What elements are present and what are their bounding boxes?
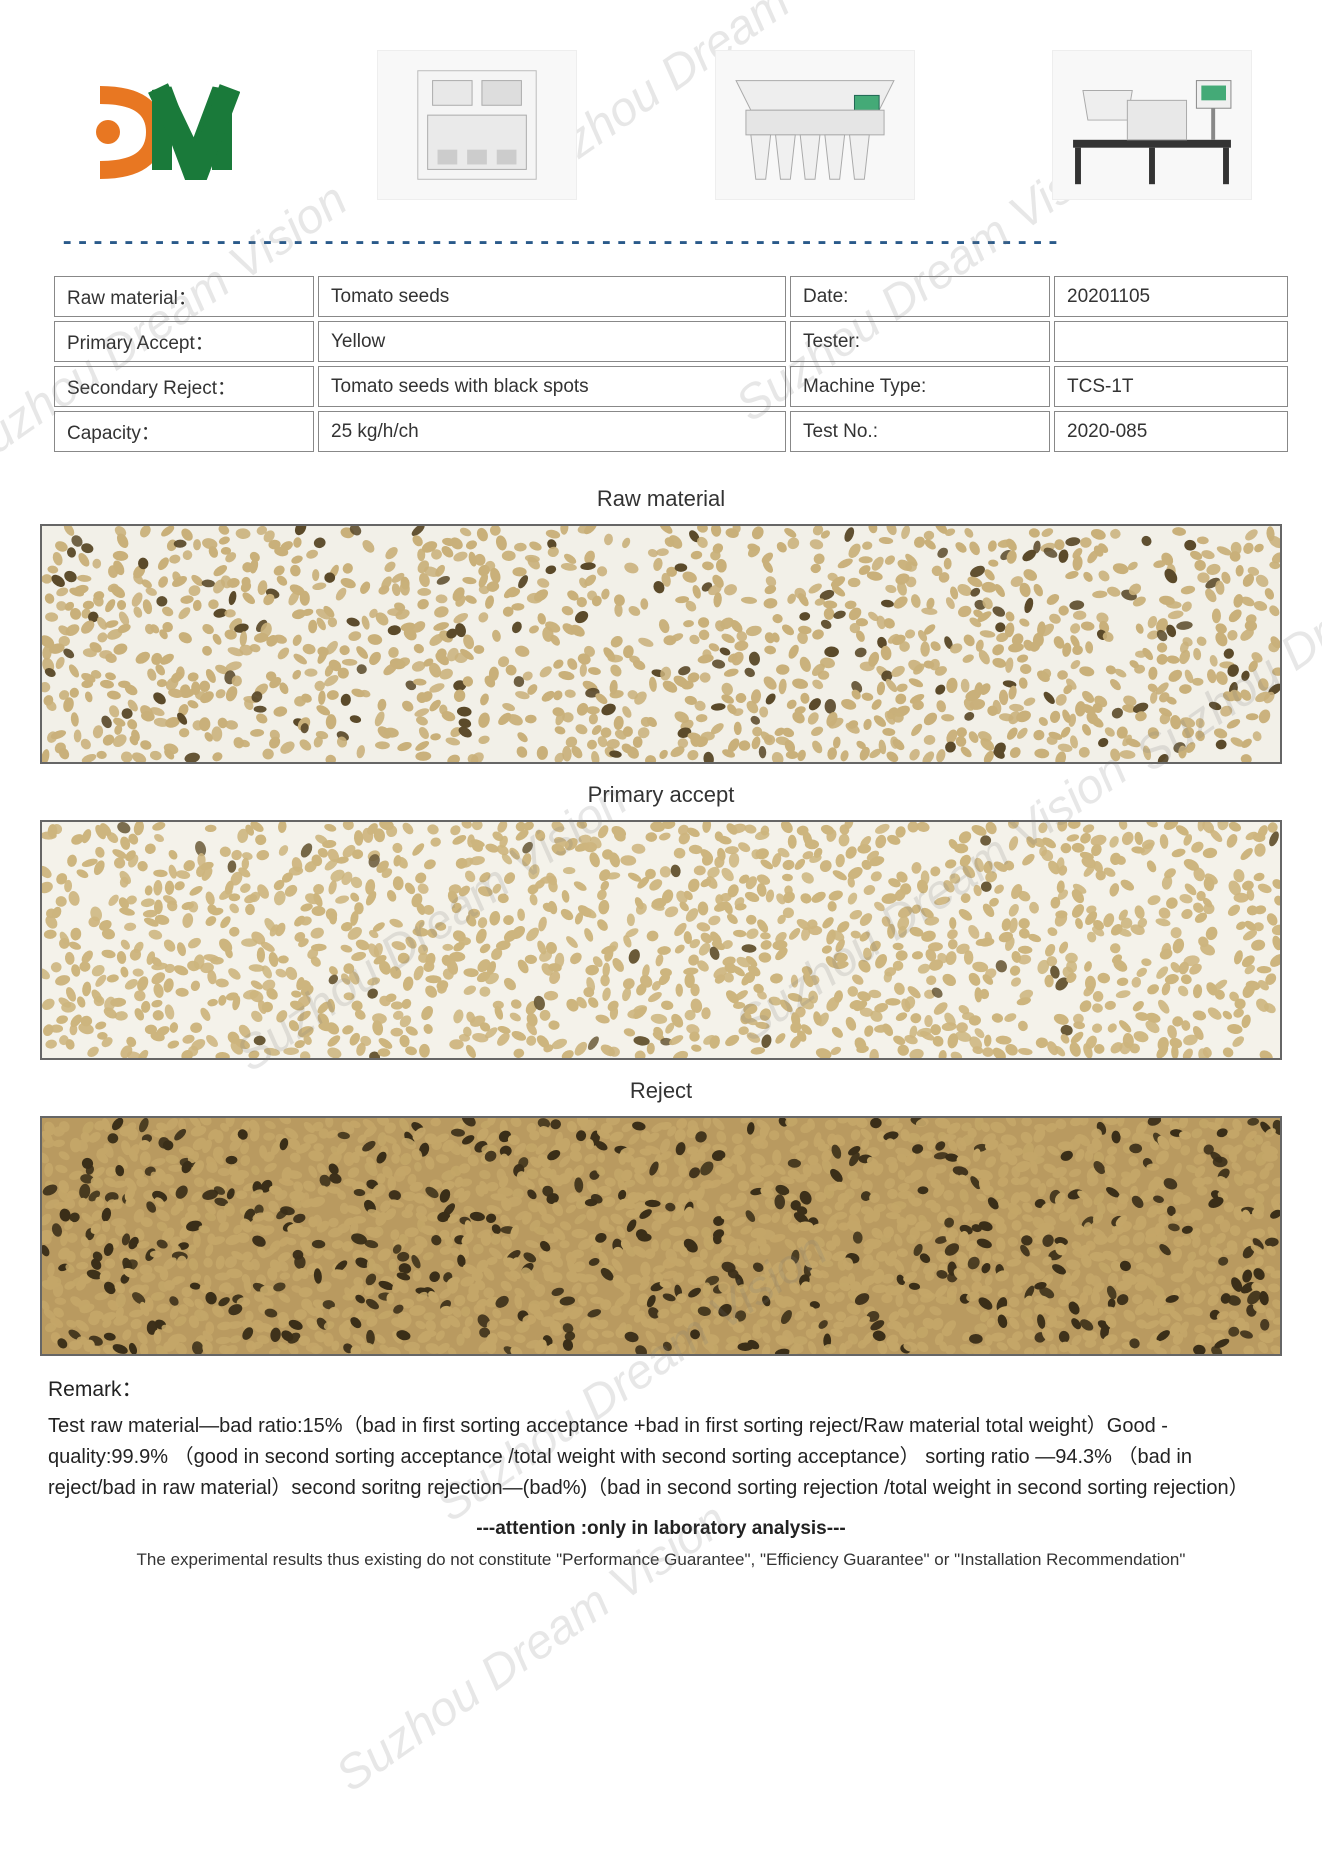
divider-line: ----------------------------------------… [40, 230, 1282, 272]
remark-heading: Remark： [48, 1374, 1274, 1407]
info-value: Yellow [318, 321, 786, 362]
info-row: Primary Accept：YellowTester: [54, 321, 1288, 362]
info-label: Date: [790, 276, 1050, 317]
info-label: Tester: [790, 321, 1050, 362]
attention-line: ---attention :only in laboratory analysi… [48, 1514, 1274, 1543]
info-row: Secondary Reject：Tomato seeds with black… [54, 366, 1288, 407]
machine-image-2 [715, 50, 915, 200]
primary-accept-image [40, 820, 1282, 1060]
section-title-accept: Primary accept [40, 782, 1282, 808]
info-label: Machine Type: [790, 366, 1050, 407]
info-value: 2020-085 [1054, 411, 1288, 452]
info-value: 25 kg/h/ch [318, 411, 786, 452]
info-label: Primary Accept： [54, 321, 314, 362]
info-value: TCS-1T [1054, 366, 1288, 407]
info-value: Tomato seeds with black spots [318, 366, 786, 407]
info-row: Raw material：Tomato seedsDate:20201105 [54, 276, 1288, 317]
header-row [40, 30, 1282, 230]
remark-block: Remark： Test raw material—bad ratio:15%（… [40, 1374, 1282, 1573]
info-value [1054, 321, 1288, 362]
info-value: Tomato seeds [318, 276, 786, 317]
info-row: Capacity：25 kg/h/chTest No.:2020-085 [54, 411, 1288, 452]
info-label: Secondary Reject： [54, 366, 314, 407]
reject-image [40, 1116, 1282, 1356]
info-label: Test No.: [790, 411, 1050, 452]
company-logo [70, 70, 240, 180]
info-label: Raw material： [54, 276, 314, 317]
section-title-raw: Raw material [40, 486, 1282, 512]
info-label: Capacity： [54, 411, 314, 452]
remark-body: Test raw material—bad ratio:15%（bad in f… [48, 1411, 1274, 1504]
disclaimer-line: The experimental results thus existing d… [48, 1547, 1274, 1573]
info-value: 20201105 [1054, 276, 1288, 317]
machine-image-3 [1052, 50, 1252, 200]
section-title-reject: Reject [40, 1078, 1282, 1104]
info-table: Raw material：Tomato seedsDate:20201105Pr… [50, 272, 1292, 456]
raw-material-image [40, 524, 1282, 764]
machine-image-1 [377, 50, 577, 200]
